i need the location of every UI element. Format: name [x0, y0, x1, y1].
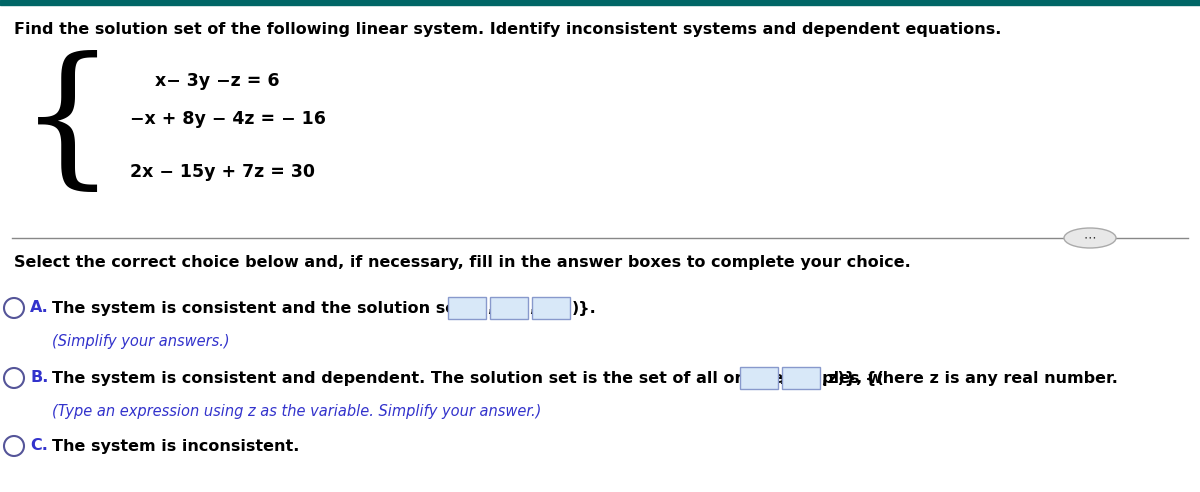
Text: x− 3y −z = 6: x− 3y −z = 6 [155, 72, 280, 90]
FancyBboxPatch shape [490, 297, 528, 319]
Circle shape [4, 436, 24, 456]
Text: Select the correct choice below and, if necessary, fill in the answer boxes to c: Select the correct choice below and, if … [14, 255, 911, 270]
Text: C.: C. [30, 438, 48, 454]
Text: The system is consistent and the solution set is {(: The system is consistent and the solutio… [52, 301, 509, 315]
Text: ,: , [529, 301, 535, 315]
Circle shape [4, 368, 24, 388]
FancyBboxPatch shape [782, 367, 820, 389]
Text: ,: , [487, 301, 493, 315]
Text: −x + 8y − 4z = − 16: −x + 8y − 4z = − 16 [130, 110, 326, 128]
Text: A.: A. [30, 301, 49, 315]
Text: 2x − 15y + 7z = 30: 2x − 15y + 7z = 30 [130, 163, 314, 181]
Text: The system is inconsistent.: The system is inconsistent. [52, 438, 299, 454]
Text: {: { [19, 51, 116, 199]
Circle shape [4, 298, 24, 318]
Text: ,: , [779, 370, 785, 386]
FancyBboxPatch shape [448, 297, 486, 319]
FancyBboxPatch shape [740, 367, 778, 389]
Text: )}.: )}. [572, 301, 596, 315]
Ellipse shape [1064, 228, 1116, 248]
Text: (Type an expression using z as the variable. Simplify your answer.): (Type an expression using z as the varia… [52, 404, 541, 419]
FancyBboxPatch shape [532, 297, 570, 319]
Text: The system is consistent and dependent. The solution set is the set of all order: The system is consistent and dependent. … [52, 370, 883, 386]
Text: Find the solution set of the following linear system. Identify inconsistent syst: Find the solution set of the following l… [14, 22, 1001, 37]
Bar [0, 0, 1200, 5]
Text: ⋯: ⋯ [1084, 232, 1097, 245]
Text: ,z)}, where z is any real number.: ,z)}, where z is any real number. [822, 370, 1118, 386]
Text: (Simplify your answers.): (Simplify your answers.) [52, 334, 229, 349]
Text: B.: B. [30, 370, 48, 386]
